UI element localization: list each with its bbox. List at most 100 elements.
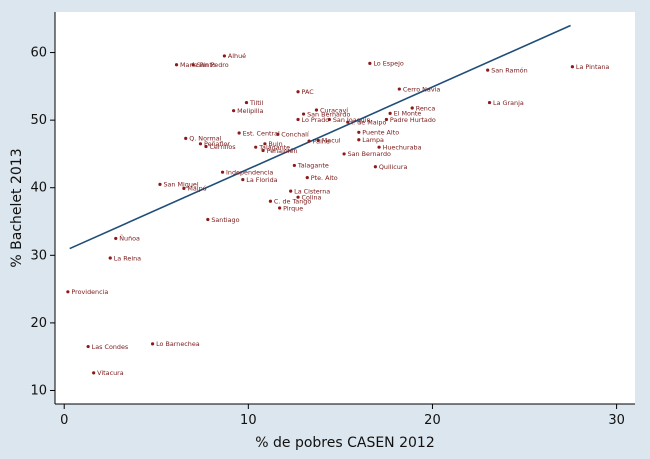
x-tick-label: 20 (424, 413, 441, 428)
data-point (357, 130, 361, 134)
data-point (296, 90, 300, 94)
point-label: Padre Hurtado (390, 116, 436, 124)
point-label: Cerrillos (209, 143, 236, 151)
point-label: Puente Alto (362, 129, 399, 137)
data-point (384, 117, 389, 122)
y-tick-label: 60 (30, 46, 47, 61)
point-label: Peñaflor (204, 140, 230, 148)
data-point (342, 152, 346, 156)
data-point (182, 186, 186, 190)
point-label: C. de Tango (274, 198, 311, 206)
point-label: Curacaví (320, 106, 348, 114)
data-point (397, 87, 401, 91)
point-label: San Joaquín (333, 116, 371, 124)
point-label: San Bernardo (348, 150, 391, 158)
data-point (570, 65, 574, 69)
data-point (184, 136, 188, 140)
data-point (191, 63, 195, 67)
point-label: San Miguel (163, 181, 198, 189)
y-tick-label: 40 (30, 181, 47, 196)
point-label: Santiago (211, 216, 239, 224)
data-point (268, 199, 273, 203)
data-point (410, 106, 414, 110)
axis-ticks: 0 10 20 30 10 20 30 40 50 60 (30, 46, 624, 428)
data-point (276, 132, 280, 136)
data-point (327, 117, 331, 122)
point-label: Conchalí (281, 131, 309, 139)
data-point (222, 54, 226, 58)
x-tick-label: 30 (608, 413, 625, 428)
point-label: Paine (313, 137, 330, 145)
point-label: La Reina (114, 254, 141, 262)
data-point (316, 138, 320, 143)
data-point (346, 120, 350, 124)
point-label: Peñalolén (267, 147, 298, 155)
data-point (198, 142, 203, 146)
data-point (150, 342, 155, 346)
y-tick-label: 10 (30, 383, 47, 398)
point-label: Maipú (187, 185, 206, 193)
point-label: Vitacura (97, 369, 124, 377)
point-label: La Cisterna (294, 187, 330, 195)
point-label: Lo Espejo (373, 60, 404, 68)
data-point (66, 290, 70, 294)
point-label: Colina (302, 193, 322, 201)
point-label: San Ramón (491, 66, 527, 74)
data-point (368, 61, 372, 65)
data-point (486, 68, 490, 72)
point-label: La Florida (246, 176, 277, 184)
y-axis-title: % Bachelet 2013 (9, 148, 25, 267)
point-label: La Granja (493, 99, 524, 107)
y-tick-label: 30 (30, 248, 47, 263)
point-label: Renca (416, 104, 436, 112)
x-axis-title: % de pobres CASEN 2012 (255, 435, 434, 451)
data-point (92, 371, 96, 375)
data-point (314, 108, 319, 112)
data-point (296, 195, 300, 199)
data-point (301, 112, 306, 116)
plot-area (55, 12, 635, 404)
fit-line (69, 24, 571, 250)
point-label: Alhué (228, 52, 246, 60)
data-point (244, 100, 249, 105)
data-point (289, 189, 293, 193)
point-label: San Bernardo (307, 110, 350, 118)
data-point (278, 206, 282, 210)
point-label: Cerro Navia (403, 85, 441, 93)
data-point (487, 100, 492, 105)
data-point (206, 217, 210, 222)
point-label: Pte. Alto (311, 174, 338, 182)
data-point (292, 163, 296, 168)
data-point (357, 138, 361, 142)
point-label: Lampa (362, 136, 384, 144)
data-point (261, 148, 265, 153)
data-point (232, 109, 236, 113)
data-point (86, 344, 90, 349)
point-label: I. de Maipo (351, 118, 386, 126)
point-label: Lo Barnechea (156, 340, 200, 348)
y-tick-label: 20 (30, 316, 47, 331)
data-point (388, 111, 392, 115)
point-label: Providencia (71, 288, 108, 296)
point-label: Las Condes (92, 343, 129, 351)
data-point (305, 175, 309, 180)
point-label: Huechuraba (383, 143, 422, 151)
point-label: La Pintana (576, 63, 610, 71)
data-point (263, 142, 267, 146)
x-tick-label: 0 (60, 413, 68, 428)
point-label: El Monte (394, 110, 422, 118)
point-label: Pirque (283, 204, 303, 212)
point-label: Buin (268, 140, 282, 148)
point-label: María Pinto (180, 61, 216, 69)
data-point (296, 117, 300, 122)
point-label: Quilicura (379, 163, 408, 171)
data-point (241, 178, 245, 182)
point-label: Est. Central (243, 129, 280, 137)
data-point (174, 63, 179, 67)
point-label: Melipilla (237, 107, 263, 115)
data-point (254, 145, 258, 149)
point-label: Macul (322, 137, 341, 145)
